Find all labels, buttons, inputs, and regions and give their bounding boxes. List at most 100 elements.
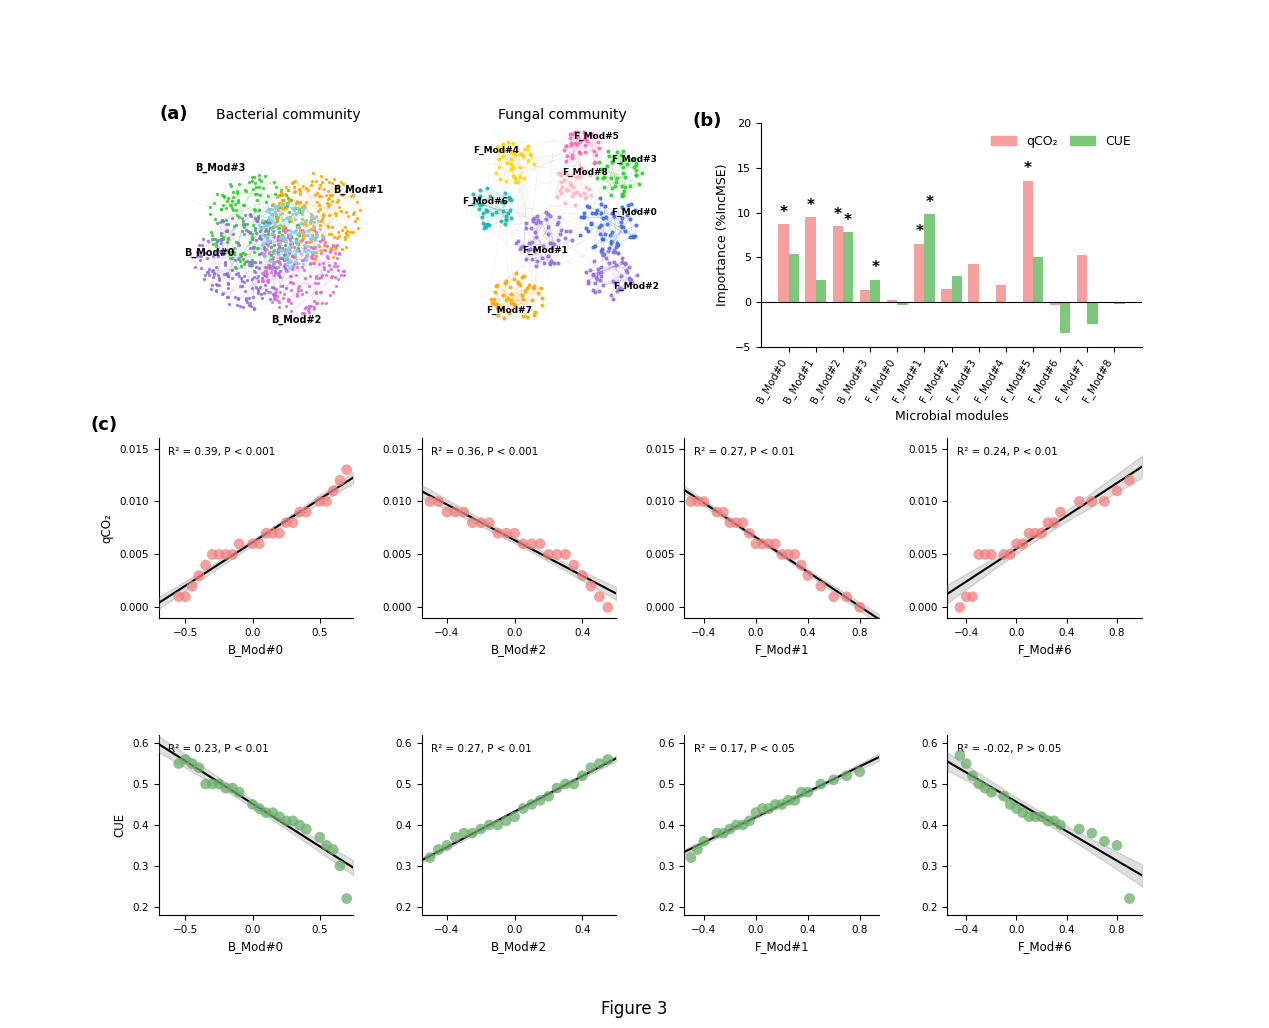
Point <box>560 175 580 191</box>
Point <box>334 267 354 284</box>
Point <box>283 812 303 829</box>
Point <box>713 824 733 841</box>
Point <box>588 135 608 151</box>
Point <box>593 171 613 187</box>
Point <box>576 179 596 195</box>
Point <box>287 193 307 210</box>
Point <box>326 237 346 254</box>
Point <box>277 514 297 530</box>
Point <box>624 203 645 219</box>
Point <box>269 254 289 270</box>
Point <box>321 242 341 258</box>
Point <box>209 776 230 793</box>
Text: F_Mod#3: F_Mod#3 <box>612 154 657 163</box>
Point <box>264 236 284 253</box>
Point <box>513 269 533 286</box>
Point <box>626 162 646 179</box>
Point <box>287 194 307 211</box>
Point <box>212 187 232 204</box>
Point <box>420 849 440 866</box>
Point <box>485 284 505 300</box>
Point <box>235 216 255 232</box>
Point <box>791 784 811 801</box>
Point <box>327 270 348 287</box>
Point <box>313 242 334 258</box>
Point <box>561 231 581 248</box>
Point <box>614 223 634 240</box>
Point <box>214 257 235 273</box>
Point <box>242 252 263 268</box>
Point <box>221 244 241 260</box>
Point <box>694 493 714 510</box>
Point <box>232 251 253 267</box>
Point <box>216 223 236 240</box>
Point <box>228 236 249 253</box>
Point <box>236 292 256 308</box>
Point <box>331 266 352 283</box>
Point <box>203 265 223 282</box>
X-axis label: B_Mod#0: B_Mod#0 <box>228 941 284 953</box>
Point <box>522 251 542 267</box>
Point <box>212 212 232 228</box>
Point <box>303 293 324 309</box>
Point <box>256 525 277 542</box>
Point <box>211 234 231 251</box>
Bar <box>859 290 871 302</box>
Bar <box>788 254 799 302</box>
Point <box>293 256 313 272</box>
Point <box>330 472 350 488</box>
Point <box>603 154 623 171</box>
Point <box>288 283 308 299</box>
Point <box>524 304 544 321</box>
Point <box>250 254 270 270</box>
Point <box>598 751 618 768</box>
Point <box>603 273 623 290</box>
Point <box>269 266 289 283</box>
Point <box>598 143 618 159</box>
Point <box>477 180 497 196</box>
Point <box>501 160 522 177</box>
Point <box>268 245 288 261</box>
Point <box>216 212 236 228</box>
Point <box>306 284 326 300</box>
Point <box>169 756 189 772</box>
Point <box>598 244 618 260</box>
Point <box>322 267 343 284</box>
Point <box>595 225 615 242</box>
Point <box>218 280 239 296</box>
Point <box>193 230 213 247</box>
Bar <box>995 285 1006 302</box>
Point <box>303 299 324 316</box>
Point <box>522 292 542 308</box>
Point <box>303 214 324 230</box>
Point <box>268 232 288 249</box>
Point <box>608 283 628 299</box>
Point <box>571 160 591 177</box>
Point <box>273 196 293 213</box>
Point <box>476 201 496 218</box>
Point <box>306 224 326 241</box>
Point <box>241 208 261 224</box>
Point <box>284 199 305 216</box>
Point <box>207 242 227 258</box>
Point <box>259 257 279 273</box>
Point <box>256 230 277 247</box>
Point <box>524 156 544 173</box>
Point <box>246 212 266 228</box>
Point <box>279 243 299 259</box>
Point <box>772 797 792 813</box>
Point <box>298 301 319 318</box>
Point <box>949 599 970 616</box>
Point <box>981 784 1001 801</box>
Point <box>496 212 516 228</box>
Point <box>556 182 576 198</box>
Point <box>249 201 269 218</box>
Point <box>294 214 315 230</box>
Point <box>284 183 305 199</box>
Point <box>175 751 195 768</box>
Point <box>336 225 357 242</box>
Point <box>284 223 305 240</box>
Point <box>338 226 358 243</box>
Point <box>278 243 298 259</box>
Point <box>283 514 303 530</box>
